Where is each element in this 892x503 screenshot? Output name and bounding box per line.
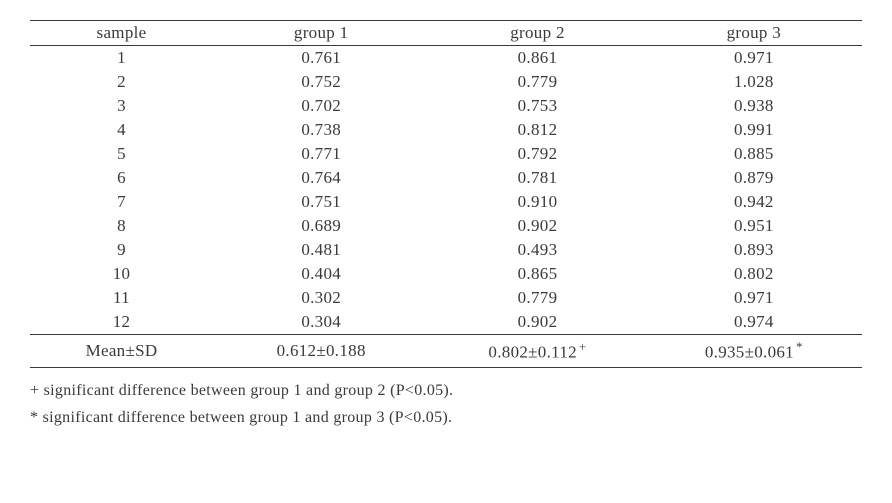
table-cell: 0.893: [646, 238, 862, 262]
table-row: 100.4040.8650.802: [30, 262, 862, 286]
table-row: 20.7520.7791.028: [30, 70, 862, 94]
table-cell: 0.771: [213, 142, 429, 166]
footnote-plus: + significant difference between group 1…: [30, 378, 862, 404]
table-cell: 0.493: [429, 238, 645, 262]
summary-marker: +: [579, 339, 587, 354]
table-cell: 0.764: [213, 166, 429, 190]
table-cell: 12: [30, 310, 213, 335]
table-row: 10.7610.8610.971: [30, 46, 862, 71]
summary-label: Mean±SD: [30, 335, 213, 368]
table-body: 10.7610.8610.97120.7520.7791.02830.7020.…: [30, 46, 862, 368]
table-cell: 0.971: [646, 46, 862, 71]
table-cell: 3: [30, 94, 213, 118]
table-cell: 4: [30, 118, 213, 142]
table-cell: 0.779: [429, 286, 645, 310]
summary-cell: 0.612±0.188: [213, 335, 429, 368]
summary-cell: 0.802±0.112+: [429, 335, 645, 368]
table-cell: 0.751: [213, 190, 429, 214]
table-cell: 0.902: [429, 214, 645, 238]
table-cell: 0.865: [429, 262, 645, 286]
summary-marker: *: [796, 339, 803, 354]
table-cell: 11: [30, 286, 213, 310]
table-row: 40.7380.8120.991: [30, 118, 862, 142]
footnote-star: * significant difference between group 1…: [30, 405, 862, 431]
table-cell: 1: [30, 46, 213, 71]
table-cell: 10: [30, 262, 213, 286]
summary-cell: 0.935±0.061*: [646, 335, 862, 368]
table-cell: 0.942: [646, 190, 862, 214]
footnotes: + significant difference between group 1…: [30, 378, 862, 431]
table-row: 80.6890.9020.951: [30, 214, 862, 238]
table-cell: 0.802: [646, 262, 862, 286]
table-cell: 5: [30, 142, 213, 166]
table-row: 30.7020.7530.938: [30, 94, 862, 118]
header-group1: group 1: [213, 21, 429, 46]
table-cell: 0.951: [646, 214, 862, 238]
header-group2: group 2: [429, 21, 645, 46]
table-cell: 0.302: [213, 286, 429, 310]
table-cell: 6: [30, 166, 213, 190]
table-cell: 0.910: [429, 190, 645, 214]
table-cell: 0.481: [213, 238, 429, 262]
table-cell: 1.028: [646, 70, 862, 94]
table-row: 110.3020.7790.971: [30, 286, 862, 310]
table-cell: 0.971: [646, 286, 862, 310]
table-cell: 0.702: [213, 94, 429, 118]
table-row: 60.7640.7810.879: [30, 166, 862, 190]
table-cell: 0.781: [429, 166, 645, 190]
table-row: 90.4810.4930.893: [30, 238, 862, 262]
table-cell: 9: [30, 238, 213, 262]
table-cell: 0.861: [429, 46, 645, 71]
table-cell: 7: [30, 190, 213, 214]
table-cell: 2: [30, 70, 213, 94]
table-cell: 0.761: [213, 46, 429, 71]
table-cell: 0.779: [429, 70, 645, 94]
table-cell: 0.752: [213, 70, 429, 94]
table-cell: 0.938: [646, 94, 862, 118]
table-row: 70.7510.9100.942: [30, 190, 862, 214]
summary-value: 0.802±0.112: [488, 343, 577, 362]
table-cell: 0.812: [429, 118, 645, 142]
table-cell: 0.974: [646, 310, 862, 335]
table-cell: 0.404: [213, 262, 429, 286]
table-cell: 0.885: [646, 142, 862, 166]
table-cell: 0.879: [646, 166, 862, 190]
summary-value: 0.935±0.061: [705, 343, 794, 362]
table-cell: 0.991: [646, 118, 862, 142]
data-table: sample group 1 group 2 group 3 10.7610.8…: [30, 20, 862, 368]
table-row: 120.3040.9020.974: [30, 310, 862, 335]
table-cell: 0.689: [213, 214, 429, 238]
table-cell: 8: [30, 214, 213, 238]
summary-value: 0.612±0.188: [277, 341, 366, 360]
table-row: 50.7710.7920.885: [30, 142, 862, 166]
table-cell: 0.792: [429, 142, 645, 166]
table-cell: 0.902: [429, 310, 645, 335]
table-cell: 0.304: [213, 310, 429, 335]
header-group3: group 3: [646, 21, 862, 46]
table-cell: 0.753: [429, 94, 645, 118]
header-sample: sample: [30, 21, 213, 46]
header-row: sample group 1 group 2 group 3: [30, 21, 862, 46]
summary-row: Mean±SD0.612±0.1880.802±0.112+0.935±0.06…: [30, 335, 862, 368]
table-cell: 0.738: [213, 118, 429, 142]
